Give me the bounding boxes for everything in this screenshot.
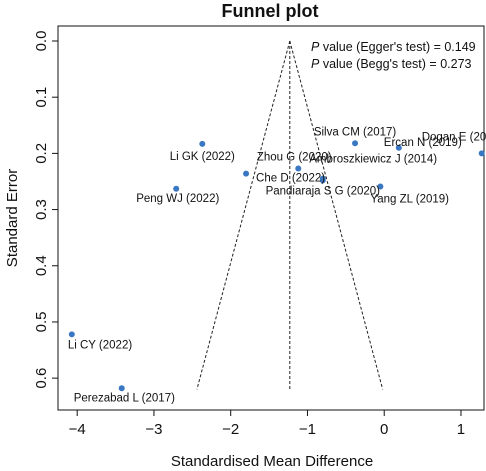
x-tick-label: 1 xyxy=(457,421,465,438)
point-label: Pandiaraja S G (2020) xyxy=(266,185,381,197)
x-tick-label: −3 xyxy=(145,421,162,438)
y-axis: 0.0 0.1 0.2 0.3 0.4 0.5 0.6 xyxy=(33,31,58,389)
data-point xyxy=(199,140,206,147)
point-label: Ercan N (2019) xyxy=(384,137,462,149)
y-axis-title: Standard Error xyxy=(4,169,21,267)
data-point xyxy=(295,165,302,172)
x-tick-label: −2 xyxy=(222,421,239,438)
data-point xyxy=(243,170,250,177)
y-tick-label: 0.6 xyxy=(33,368,50,389)
point-label: Perezabad L (2017) xyxy=(74,392,175,404)
point-label: Peng WJ (2022) xyxy=(136,193,219,205)
funnel-right-line xyxy=(289,40,384,390)
point-label: Ambroszkiewicz J (2014) xyxy=(309,154,437,166)
data-point xyxy=(395,144,402,151)
data-point xyxy=(377,183,384,190)
data-point xyxy=(352,140,359,147)
y-tick-label: 0.4 xyxy=(33,255,50,276)
x-tick-label: 0 xyxy=(380,421,388,438)
point-label: Silva CM (2017) xyxy=(314,126,397,138)
y-tick-label: 0.5 xyxy=(33,312,50,333)
plot-frame xyxy=(57,25,485,411)
funnel-lines xyxy=(196,40,384,390)
data-point xyxy=(319,177,326,184)
data-point xyxy=(118,385,125,392)
y-tick-label: 0.0 xyxy=(33,31,50,52)
data-point xyxy=(173,185,180,192)
y-tick-label: 0.3 xyxy=(33,199,50,220)
x-axis-title: Standardised Mean Difference xyxy=(171,453,373,470)
data-point xyxy=(478,150,485,157)
data-points xyxy=(68,140,485,392)
x-axis: −4 −3 −2 −1 0 1 xyxy=(69,410,465,438)
point-label: Che D (2022) xyxy=(256,173,325,185)
point-labels: Li GK (2022) Silva CM (2017) Dogan E (2020… xyxy=(68,126,486,404)
y-tick-label: 0.1 xyxy=(33,87,50,108)
data-point xyxy=(68,331,75,338)
x-tick-label: −1 xyxy=(299,421,316,438)
point-label: Li GK (2022) xyxy=(170,151,235,163)
begg-annotation: P value (Begg's test) = 0.273 xyxy=(311,57,472,71)
point-label: Yang ZL (2019) xyxy=(370,194,449,206)
chart-title: Funnel plot xyxy=(222,1,319,21)
point-label: Li CY (2022) xyxy=(68,339,133,351)
funnel-left-line xyxy=(196,40,291,390)
point-label: Zhou G (2020) xyxy=(257,152,332,164)
egger-annotation: P value (Egger's test) = 0.149 xyxy=(311,40,476,54)
y-tick-label: 0.2 xyxy=(33,143,50,164)
x-tick-label: −4 xyxy=(69,421,86,438)
point-label: Dogan E (2020) xyxy=(422,131,486,143)
